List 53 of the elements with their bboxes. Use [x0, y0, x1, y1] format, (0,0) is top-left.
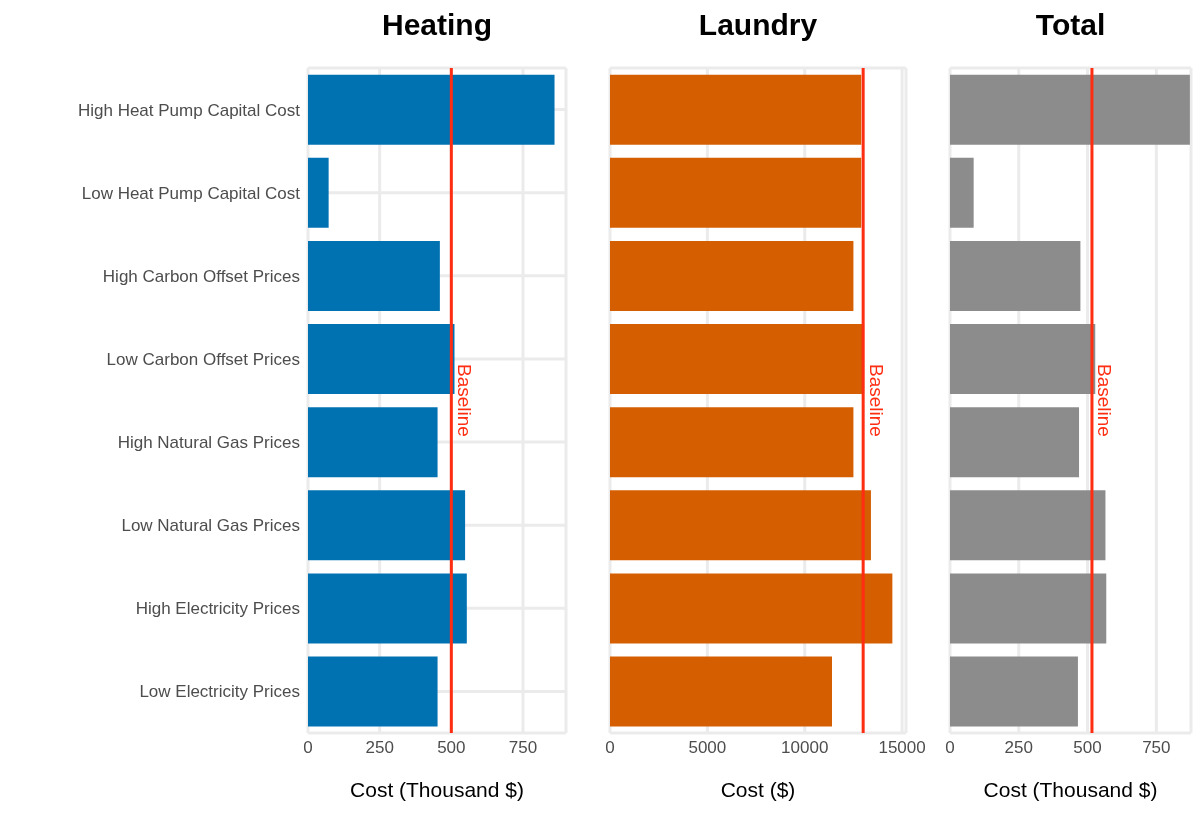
chart-title: Heating — [381, 8, 493, 42]
y-tick-label: Low Heat Pump Capital Cost — [81, 183, 301, 203]
bar — [950, 157, 974, 228]
x-axis-title: Cost ($) — [719, 778, 797, 802]
bar — [610, 324, 865, 395]
bar — [308, 324, 455, 395]
bar — [950, 656, 1078, 727]
bar — [308, 407, 438, 478]
bar — [308, 573, 467, 644]
y-tick-label: High Carbon Offset Prices — [102, 266, 300, 286]
bar — [950, 573, 1107, 644]
y-tick-label: High Natural Gas Prices — [117, 433, 300, 453]
chart-title: Laundry — [697, 8, 819, 42]
bar — [610, 74, 862, 145]
ref-line-label: Baseline — [1094, 364, 1116, 437]
x-tick-label: 5000 — [688, 738, 727, 758]
x-tick-label: 15000 — [878, 738, 926, 758]
x-tick-label: 750 — [508, 738, 538, 758]
bar — [610, 490, 871, 561]
bar — [950, 407, 1080, 478]
bar — [308, 157, 329, 228]
x-tick-label: 500 — [437, 738, 466, 758]
bar — [950, 324, 1096, 395]
x-tick-label: 750 — [1142, 738, 1171, 758]
chart-title: Total — [1034, 8, 1107, 42]
y-tick-label: High Electricity Prices — [135, 599, 300, 619]
bar — [610, 573, 893, 644]
bar — [308, 74, 555, 145]
x-tick-label: 0 — [945, 738, 955, 758]
ref-line-label: Baseline — [865, 364, 887, 437]
bar — [950, 74, 1190, 145]
bar — [308, 656, 438, 727]
bar — [308, 240, 440, 311]
x-axis-title: Cost (Thousand $) — [349, 778, 525, 802]
bar — [610, 407, 854, 478]
x-tick-label: 10000 — [781, 738, 829, 758]
y-tick-label: High Heat Pump Capital Cost — [77, 100, 301, 120]
x-tick-label: 500 — [1073, 738, 1102, 758]
x-tick-label: 0 — [605, 738, 615, 758]
x-axis-title: Cost (Thousand $) — [982, 778, 1159, 802]
x-tick-label: 250 — [1004, 738, 1033, 758]
y-tick-label: Low Natural Gas Prices — [121, 516, 300, 536]
bar — [950, 240, 1081, 311]
y-tick-label: Low Carbon Offset Prices — [106, 349, 300, 369]
bar — [950, 490, 1106, 561]
x-tick-label: 250 — [365, 738, 394, 758]
bar — [610, 656, 832, 727]
x-tick-label: 0 — [303, 738, 313, 758]
bar — [610, 240, 854, 311]
bar — [610, 157, 862, 228]
bar — [308, 490, 466, 561]
ref-line-label: Baseline — [453, 364, 475, 437]
y-tick-label: Low Electricity Prices — [139, 682, 300, 702]
